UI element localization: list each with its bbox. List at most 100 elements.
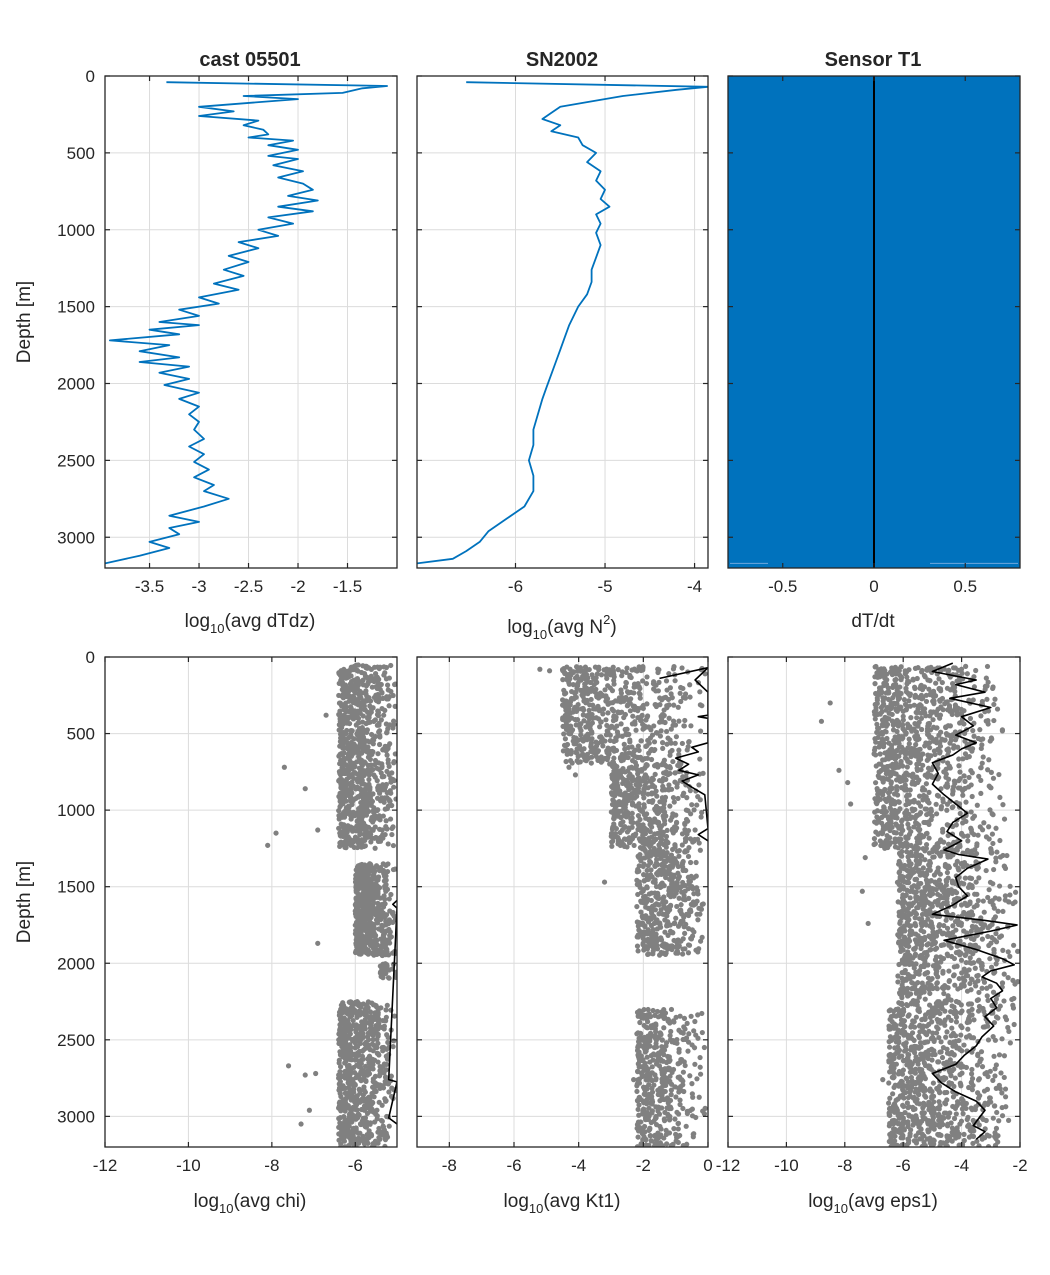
data-layer (105, 76, 1020, 1147)
scatter-point (658, 937, 665, 943)
scatter-point (337, 714, 343, 720)
scatter-point (679, 911, 685, 917)
scatter-point (975, 832, 981, 838)
scatter-point (655, 872, 661, 878)
scatter-point (359, 1019, 365, 1025)
scatter-point (345, 1125, 351, 1131)
scatter-point (669, 1039, 675, 1045)
scatter-point (376, 741, 383, 748)
scatter-point (355, 907, 361, 913)
scatter-point (629, 758, 636, 764)
scatter-point (668, 1028, 674, 1035)
scatter-point (682, 717, 688, 724)
scatter-point (374, 1024, 381, 1030)
scatter-point (610, 838, 616, 844)
scatter-point (641, 1106, 647, 1113)
scatter-point (946, 703, 953, 709)
scatter-point (638, 808, 645, 814)
scatter-point (374, 765, 380, 771)
scatter-point (903, 770, 909, 776)
scatter-point (627, 737, 633, 743)
scatter-point (640, 726, 646, 732)
scatter-point (381, 1044, 387, 1051)
scatter-point (383, 1007, 389, 1013)
scatter-point (658, 1126, 664, 1132)
scatter-point (927, 740, 933, 746)
scatter-point (610, 797, 616, 803)
scatter-point (385, 687, 391, 693)
scatter-point (960, 792, 966, 798)
scatter-point (884, 704, 890, 711)
scatter-point (945, 776, 952, 782)
scatter-point (375, 1031, 381, 1037)
scatter-point (635, 1068, 641, 1074)
scatter-point (367, 756, 373, 762)
scatter-point (360, 732, 366, 738)
scatter-point (604, 696, 611, 702)
scatter-point (911, 797, 917, 803)
scatter-point (635, 813, 642, 819)
scatter-point (355, 1135, 362, 1141)
scatter-point (871, 841, 877, 848)
scatter-point (572, 675, 579, 681)
scatter-point (675, 795, 681, 802)
scatter-point (369, 684, 375, 690)
scatter-point (313, 1070, 319, 1077)
scatter-point (667, 1116, 673, 1122)
scatter-point (675, 870, 681, 876)
scatter-point (690, 875, 697, 881)
scatter-point (364, 1110, 371, 1117)
scatter-point (672, 1116, 678, 1122)
scatter-point (384, 752, 390, 758)
scatter-point (688, 1013, 694, 1019)
scatter-point (344, 673, 350, 679)
scatter-point (647, 1038, 653, 1044)
scatter-point (916, 793, 923, 799)
scatter-point (690, 1131, 696, 1137)
scatter-point (370, 736, 376, 742)
scatter-point (366, 776, 372, 783)
scatter-point (341, 707, 348, 713)
scatter-point (372, 774, 378, 780)
scatter-point (629, 667, 635, 673)
scatter-point (336, 1105, 342, 1111)
scatter-point (379, 1024, 385, 1030)
scatter-point (952, 665, 958, 671)
scatter-point (563, 676, 570, 682)
scatter-point (631, 795, 638, 801)
scatter-point (594, 679, 600, 685)
scatter-point (668, 1087, 674, 1093)
scatter-point (630, 832, 636, 839)
scatter-point (657, 719, 663, 725)
scatter-point (652, 1012, 658, 1018)
scatter-point (646, 750, 652, 756)
scatter-point (694, 898, 700, 904)
scatter-point (381, 712, 387, 718)
scatter-point (879, 831, 885, 837)
scatter-point (355, 1115, 361, 1121)
scatter-point (384, 805, 390, 812)
scatter-point (337, 731, 344, 737)
scatter-point (345, 1093, 351, 1099)
scatter-point (370, 1062, 376, 1068)
scatter-point (360, 904, 366, 910)
scatter-point (365, 791, 371, 798)
scatter-point (566, 681, 572, 687)
scatter-point (375, 751, 381, 757)
scatter-point (599, 736, 605, 742)
scatter-point (644, 811, 650, 817)
scatter-point (690, 1094, 696, 1100)
scatter-point (375, 1059, 381, 1065)
scatter-point (695, 1012, 701, 1018)
scatter-point (361, 912, 367, 918)
scatter-point (354, 667, 360, 673)
scatter-point (623, 808, 629, 814)
scatter-point (680, 936, 686, 942)
scatter-point (665, 919, 671, 925)
scatter-point (692, 827, 698, 833)
scatter-point (346, 999, 352, 1005)
scatter-point (352, 764, 358, 770)
scatter-point (364, 892, 370, 898)
scatter-point (615, 710, 621, 716)
scatter-point (683, 867, 689, 874)
